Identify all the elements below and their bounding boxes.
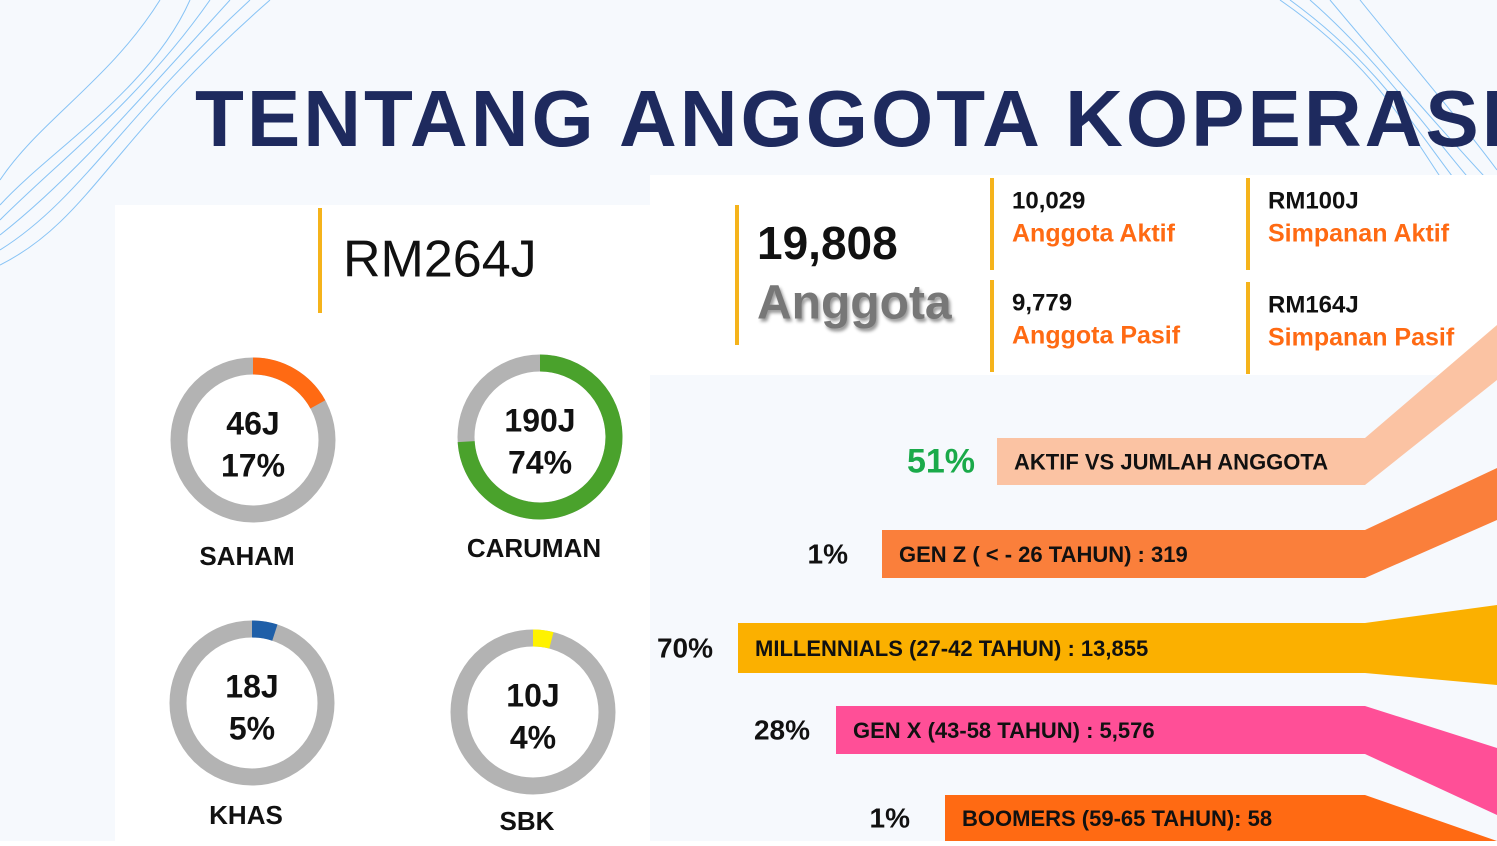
donut-arc	[532, 629, 554, 649]
donut-amount: 18J	[225, 668, 278, 704]
segment-band	[945, 795, 1497, 841]
segment-percent: 70%	[657, 632, 713, 663]
segment-percent: 1%	[870, 802, 911, 833]
donut-name: CARUMAN	[467, 533, 601, 563]
donut-name: SAHAM	[199, 541, 294, 571]
segment-label: AKTIF VS JUMLAH ANGGOTA	[1014, 449, 1328, 474]
segment-label: GEN Z ( < - 26 TAHUN) : 319	[899, 542, 1188, 567]
segment-percent: 51%	[907, 442, 975, 480]
segment-label: GEN X (43-58 TAHUN) : 5,576	[853, 718, 1155, 743]
left-panel	[115, 205, 650, 841]
segment-percent: 28%	[754, 714, 810, 745]
donut-amount: 46J	[226, 405, 279, 441]
donut-percent: 74%	[508, 444, 572, 480]
donut-arc	[251, 620, 278, 641]
segment-percent: 1%	[808, 538, 849, 569]
stat-value: RM164J	[1268, 291, 1359, 318]
donut-amount: 10J	[506, 677, 559, 713]
stat-label: Anggota Pasif	[1012, 322, 1181, 350]
donut-name: SBK	[500, 806, 555, 836]
donut-arc	[457, 354, 623, 520]
donut-percent: 5%	[229, 710, 275, 746]
segment-band	[997, 325, 1497, 485]
donut-percent: 17%	[221, 447, 285, 483]
donut-amount: 190J	[504, 402, 575, 438]
donut-arc	[252, 357, 326, 409]
stat-label: Simpanan Aktif	[1268, 220, 1450, 248]
stat-value: 10,029	[1012, 187, 1085, 214]
stat-value: RM100J	[1268, 187, 1359, 214]
segment-band	[836, 706, 1497, 815]
donut-percent: 4%	[510, 719, 556, 755]
segment-band	[738, 605, 1497, 685]
stat-label: Simpanan Pasif	[1268, 324, 1455, 352]
member-count: 19,808	[757, 217, 898, 269]
title: TENTANG ANGGOTA KOPERASI	[195, 74, 1497, 163]
stat-value: 9,779	[1012, 289, 1072, 316]
member-label: Anggota	[757, 277, 952, 330]
total-amount: RM264J	[343, 231, 537, 289]
top-panel	[650, 175, 1497, 375]
segment-band	[882, 468, 1497, 578]
segment-label: BOOMERS (59-65 TAHUN): 58	[962, 806, 1272, 831]
donut-name: KHAS	[209, 800, 283, 830]
segment-label: MILLENNIALS (27-42 TAHUN) : 13,855	[755, 636, 1148, 661]
stat-label: Anggota Aktif	[1012, 220, 1176, 248]
